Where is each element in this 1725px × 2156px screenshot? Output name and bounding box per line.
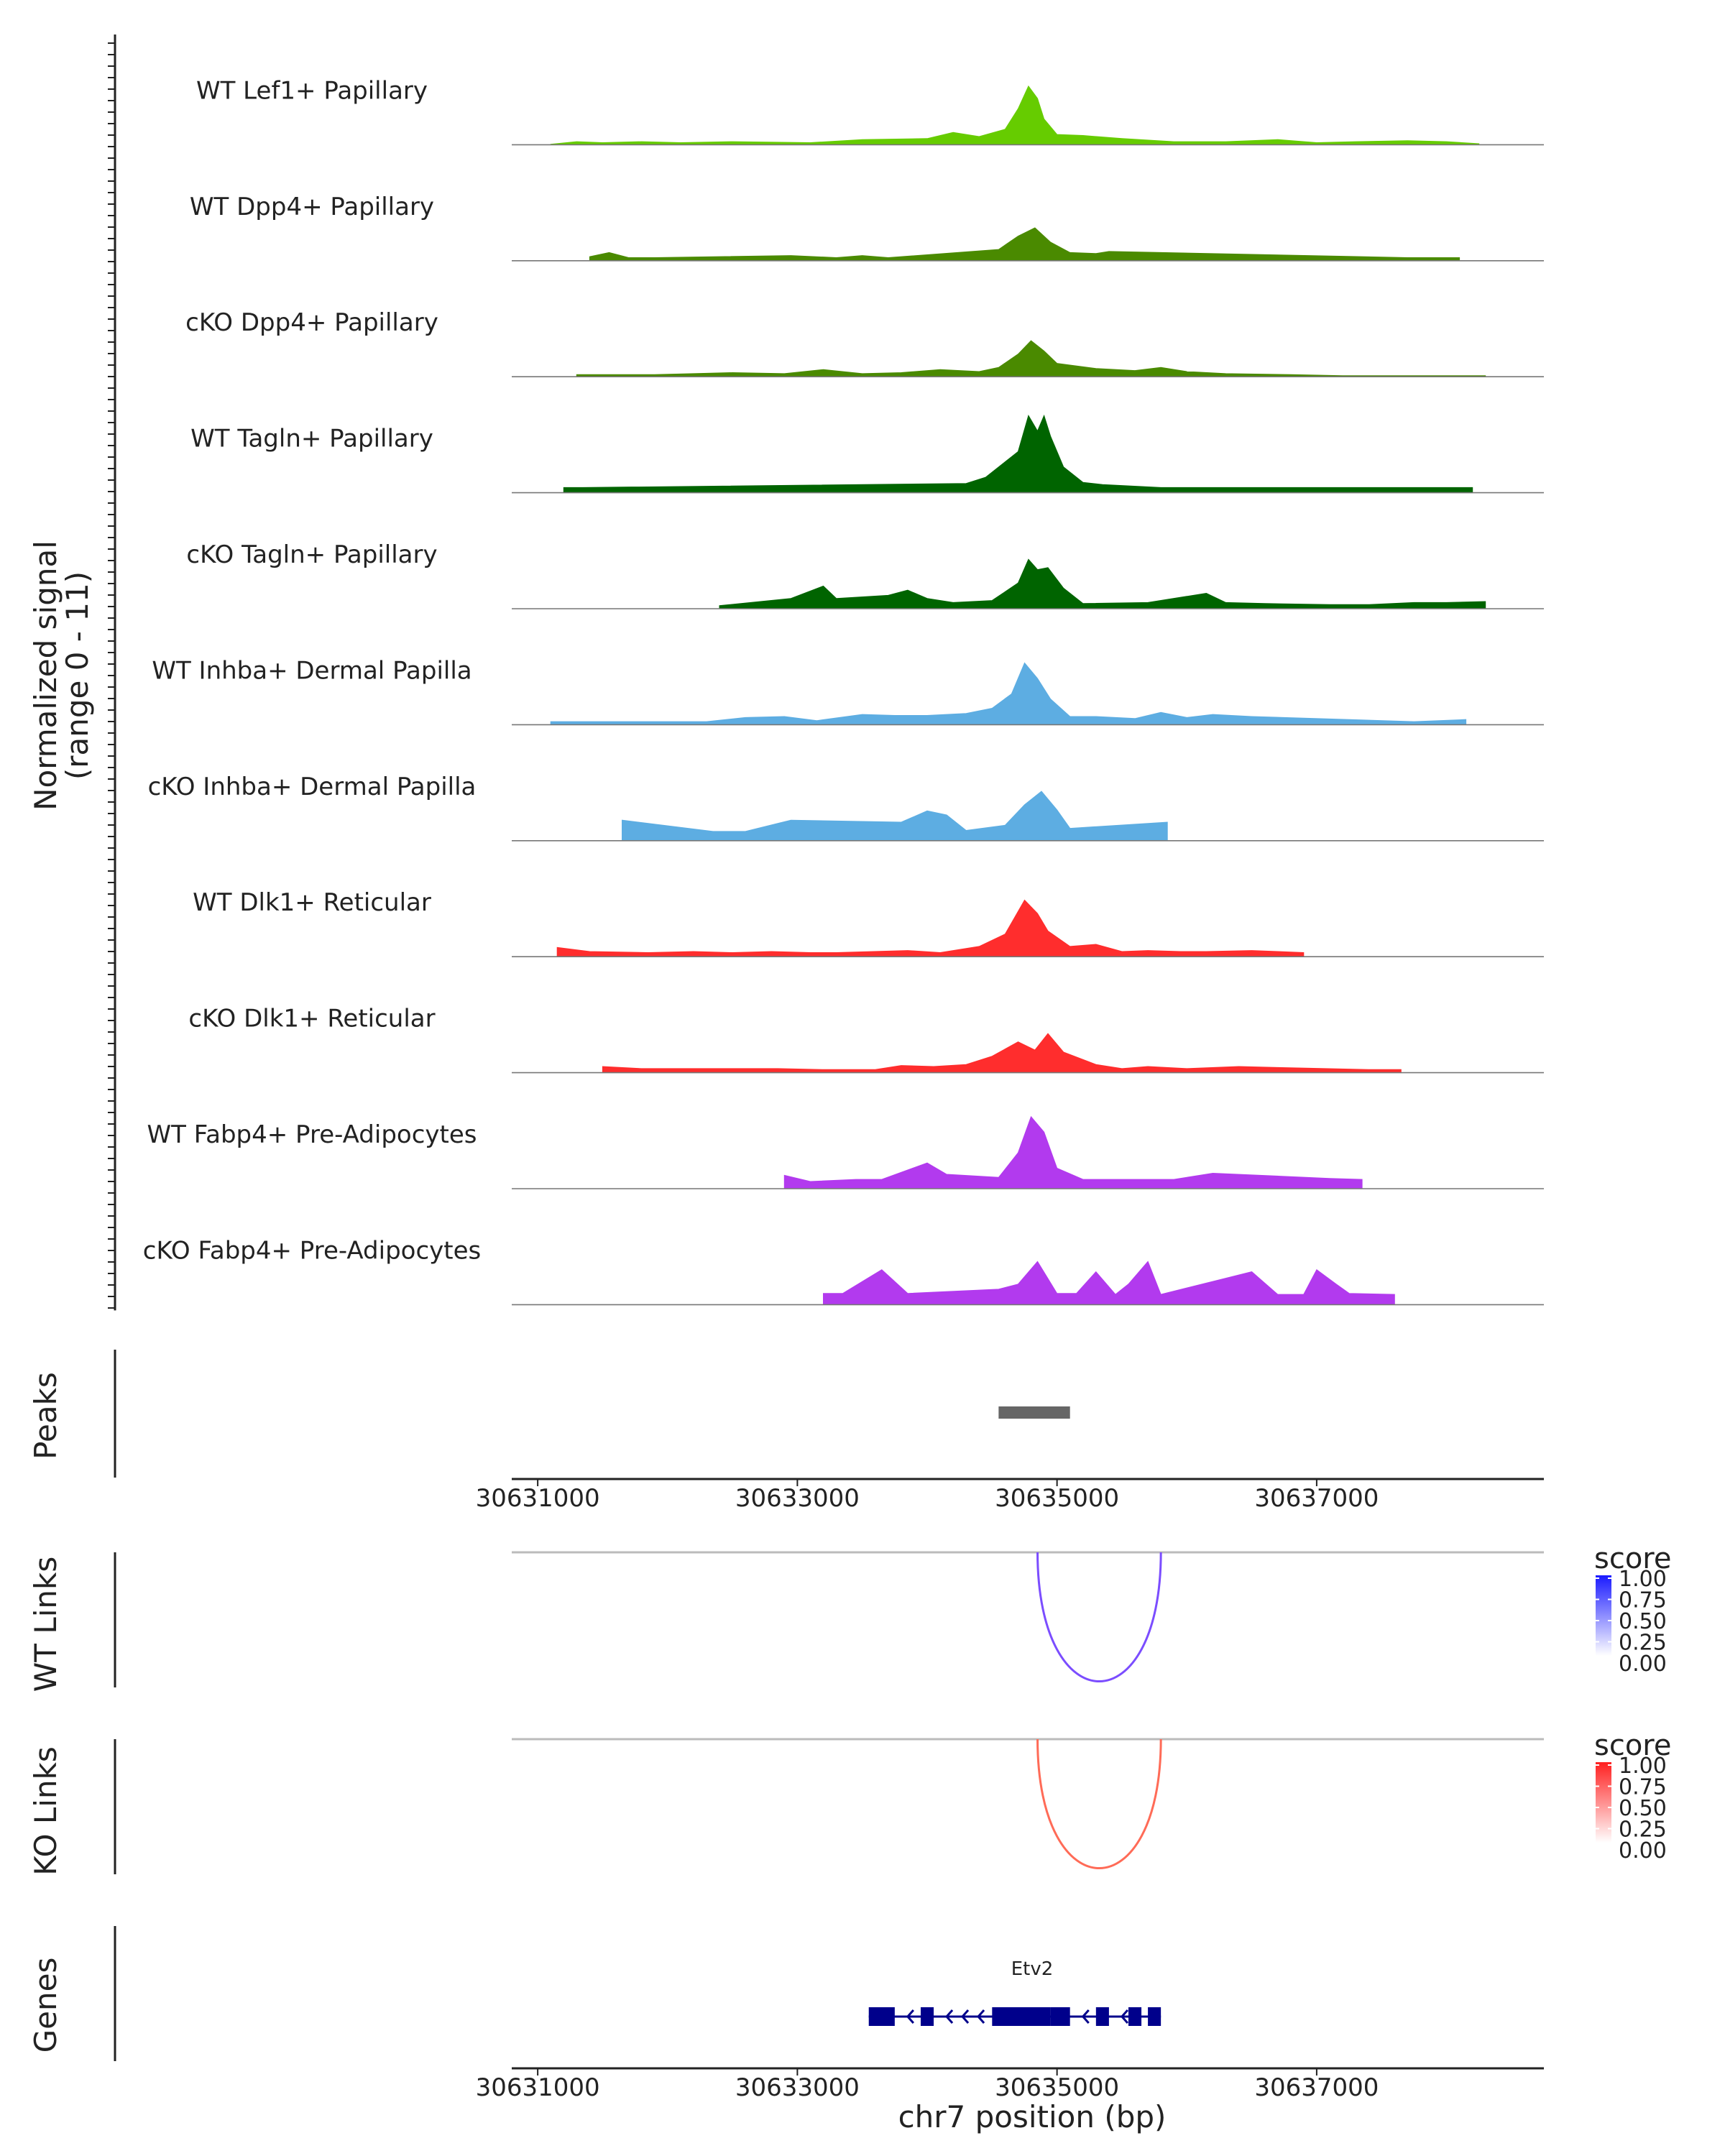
coverage-area — [563, 414, 1473, 494]
gene-exon — [992, 2007, 1051, 2026]
legend-colorbar — [1596, 1762, 1611, 1843]
gene-strand-arrow — [1081, 2009, 1090, 2024]
coverage-area — [576, 340, 1486, 377]
legend-tick-label: 0.25 — [1619, 1818, 1667, 1843]
track-label: WT Tagln+ Papillary — [190, 425, 433, 453]
coverage-tracks: WT Lef1+ Papillary WT Dpp4+ Papillary cKO … — [143, 76, 1544, 1306]
genes-track — [114, 1926, 1162, 2061]
gene-exon — [1148, 2007, 1162, 2026]
gene-strand-arrow — [945, 2009, 954, 2024]
link-arc — [1036, 1552, 1162, 1683]
x-axis-bottom: 30631000 30633000 30635000 30637000 — [476, 2067, 1544, 2102]
coverage-area — [823, 1261, 1395, 1305]
peaks-label: Peaks — [28, 1372, 63, 1460]
x-axis-top: 30631000 30633000 30635000 30637000 — [476, 1478, 1544, 1513]
links-tracks: score1.000.750.500.250.00score1.000.750.… — [114, 1542, 1671, 1874]
x-axis-tick-label: 30635000 — [995, 1484, 1119, 1513]
x-axis-label: chr7 position (bp) — [898, 2099, 1167, 2134]
coverage-area — [783, 1115, 1363, 1189]
x-axis-tick-label: 30637000 — [1254, 1484, 1379, 1513]
gene-exon — [920, 2007, 934, 2026]
peak-bar — [998, 1406, 1070, 1419]
track-label: cKO Fabp4+ Pre-Adipocytes — [143, 1236, 482, 1265]
legend-tick-label: 0.75 — [1619, 1588, 1667, 1613]
track-label: cKO Inhba+ Dermal Papilla — [148, 773, 477, 801]
track-label: cKO Tagln+ Papillary — [186, 540, 437, 569]
track-label: WT Lef1+ Papillary — [196, 76, 428, 105]
peaks-track — [114, 1350, 1070, 1478]
legend-tick-label: 1.00 — [1619, 1567, 1667, 1592]
legend-tick-label: 0.00 — [1619, 1651, 1667, 1677]
coverage-area — [622, 791, 1168, 842]
coverage-y-axis — [108, 34, 116, 1311]
coverage-area — [556, 899, 1305, 957]
x-axis-tick-label: 30631000 — [476, 2073, 600, 2102]
legend-tick-label: 0.75 — [1619, 1775, 1667, 1800]
genes-label: Genes — [28, 1958, 63, 2053]
gene-exon — [1050, 2007, 1070, 2026]
track-label: WT Fabp4+ Pre-Adipocytes — [147, 1120, 477, 1149]
coverage-area — [589, 227, 1460, 262]
coverage-ylabel: Normalized signal — [28, 540, 63, 811]
coverage-ylabel-range: (range 0 - 11) — [60, 571, 95, 780]
track-label: cKO Dpp4+ Papillary — [185, 308, 438, 337]
x-axis-tick-label: 30633000 — [735, 2073, 860, 2102]
gene-strand-arrow — [1120, 2009, 1129, 2024]
track-label: WT Dlk1+ Reticular — [193, 888, 431, 917]
x-axis-tick-label: 30635000 — [995, 2073, 1119, 2102]
coverage-area — [550, 85, 1480, 145]
coverage-area — [719, 558, 1486, 609]
gene-name: Etv2 — [1011, 1958, 1054, 1980]
gene-strand-arrow — [906, 2009, 914, 2024]
gene-strand-arrow — [961, 2009, 970, 2024]
wt-links-label: WT Links — [28, 1557, 63, 1692]
gene-exon — [1095, 2007, 1109, 2026]
track-label: WT Inhba+ Dermal Papilla — [152, 656, 472, 685]
track-label: WT Dpp4+ Papillary — [190, 193, 434, 221]
coverage-area — [602, 1033, 1402, 1074]
legend-colorbar — [1596, 1575, 1611, 1656]
gene-strand-arrow — [977, 2009, 985, 2024]
legend-tick-label: 0.50 — [1619, 1609, 1667, 1634]
legend-tick-label: 0.50 — [1619, 1796, 1667, 1821]
legend-title: score — [1594, 1729, 1671, 1762]
ko-links-label: KO Links — [28, 1746, 63, 1876]
legend-tick-label: 0.25 — [1619, 1631, 1667, 1656]
x-axis-tick-label: 30631000 — [476, 1484, 600, 1513]
track-label: cKO Dlk1+ Reticular — [188, 1005, 435, 1033]
x-axis-tick-label: 30633000 — [735, 1484, 860, 1513]
x-axis-tick-label: 30637000 — [1254, 2073, 1379, 2102]
legend-tick-label: 1.00 — [1619, 1754, 1667, 1779]
gene-exon — [1128, 2007, 1142, 2026]
legend-title: score — [1594, 1542, 1671, 1575]
link-arc — [1036, 1738, 1162, 1870]
legend-tick-label: 0.00 — [1619, 1838, 1667, 1864]
gene-exon — [868, 2007, 895, 2026]
coverage-area — [550, 662, 1467, 725]
